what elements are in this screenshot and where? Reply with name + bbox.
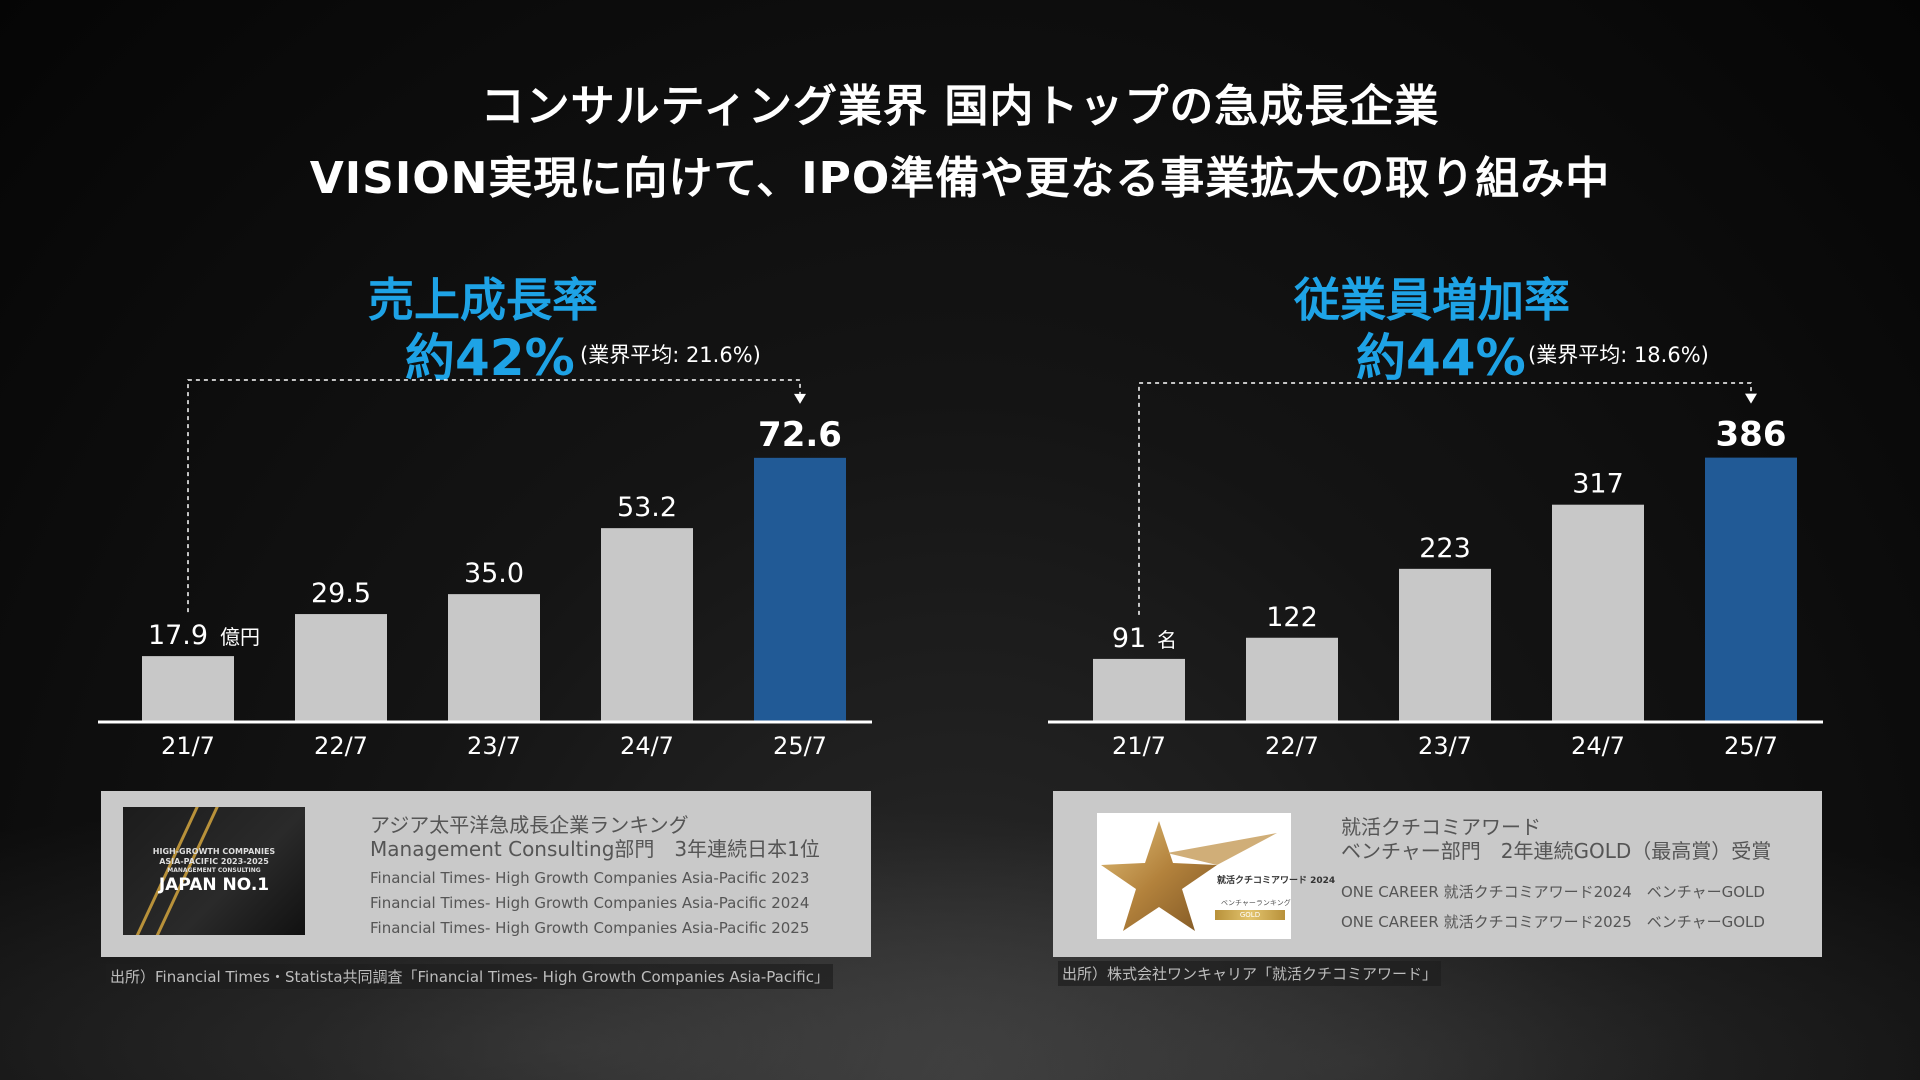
left-arrow-icon [794,393,806,404]
right-kpi-note: (業界平均: 18.6%) [1528,343,1709,367]
right-category-label: 24/7 [1571,732,1625,760]
ft-award-badge-image: HIGH-GROWTH COMPANIES ASIA-PACIFIC 2023-… [123,807,305,935]
right-category-label: 23/7 [1418,732,1472,760]
left-value-label: 72.6 [758,415,842,455]
left-bar [295,614,387,721]
right-value-label: 386 [1716,415,1787,455]
badge-small-text-3: MANAGEMENT CONSULTING [167,867,261,874]
badge-japan-no1: JAPAN NO.1 [158,875,270,895]
right-value-label: 317 [1572,469,1624,500]
left-bar [448,594,540,721]
right-award-panel: 就活クチコミアワード 2024 ベンチャーランキング GOLD 就活クチコミアワ… [1053,791,1822,957]
left-kpi-label: 売上成長率 [368,273,598,327]
left-unit-label: 億円 [220,625,260,649]
right-bar [1705,457,1797,721]
left-bar [142,656,234,721]
left-bar [754,457,846,721]
left-value-label: 53.2 [617,492,677,523]
left-value-label: 35.0 [464,558,524,589]
left-bar [601,528,693,721]
right-bar [1093,658,1185,721]
headline-line1: コンサルティング業界 国内トップの急成長企業 [480,81,1440,132]
left-award-subtitle: Management Consulting部門 3年連続日本1位 [370,837,820,861]
right-source-note: 出所）株式会社ワンキャリア「就活クチコミアワード」 [1058,961,1442,986]
right-value-label: 91 [1112,623,1146,654]
headline-line2: VISION実現に向けて、IPO準備や更なる事業拡大の取り組み中 [309,153,1611,204]
badge-label-2: ベンチャーランキング [1221,899,1291,907]
right-unit-label: 名 [1157,628,1177,652]
one-career-award-badge-image: 就活クチコミアワード 2024 ベンチャーランキング GOLD [1097,813,1335,939]
left-category-label: 25/7 [773,732,827,760]
right-category-label: 22/7 [1265,732,1319,760]
right-value-label: 122 [1266,602,1318,633]
badge-small-text-1: HIGH-GROWTH COMPANIES [152,847,276,856]
right-category-label: 21/7 [1112,732,1166,760]
left-kpi-note: (業界平均: 21.6%) [580,343,761,367]
left-category-label: 22/7 [314,732,368,760]
left-award-panel: HIGH-GROWTH COMPANIES ASIA-PACIFIC 2023-… [101,791,871,957]
right-bar [1246,637,1338,721]
right-award-subtitle: ベンチャー部門 2年連続GOLD（最高賞）受賞 [1341,839,1772,863]
right-kpi-value: 約44% [1356,329,1526,387]
right-award-title: 就活クチコミアワード [1341,815,1541,839]
right-award-item: ONE CAREER 就活クチコミアワード2024 ベンチャーGOLD [1341,883,1765,901]
gold-star-icon [1101,821,1277,931]
left-value-label: 17.9 [148,620,208,651]
right-arrow-icon [1745,393,1757,404]
left-growth-bracket [187,379,801,613]
left-category-label: 23/7 [467,732,521,760]
right-bar [1399,568,1491,721]
right-growth-bracket [1138,382,1752,615]
right-value-label: 223 [1419,533,1471,564]
left-award-title: アジア太平洋急成長企業ランキング [370,813,689,837]
left-award-item: Financial Times- High Growth Companies A… [370,869,810,887]
badge-small-text-2: ASIA-PACIFIC 2023-2025 [159,857,269,866]
left-category-label: 21/7 [161,732,215,760]
left-value-label: 29.5 [311,578,371,609]
right-award-item: ONE CAREER 就活クチコミアワード2025 ベンチャーGOLD [1341,913,1765,931]
right-kpi-label: 従業員増加率 [1294,273,1570,327]
left-kpi-value: 約42% [405,329,575,387]
badge-label-1: 就活クチコミアワード 2024 [1217,876,1336,886]
left-source-note: 出所）Financial Times・Statista共同調査「Financia… [106,964,833,989]
left-award-item: Financial Times- High Growth Companies A… [370,894,810,912]
right-category-label: 25/7 [1724,732,1778,760]
left-category-label: 24/7 [620,732,674,760]
badge-gold: GOLD [1215,910,1285,920]
right-bar [1552,504,1644,721]
left-award-item: Financial Times- High Growth Companies A… [370,919,810,937]
